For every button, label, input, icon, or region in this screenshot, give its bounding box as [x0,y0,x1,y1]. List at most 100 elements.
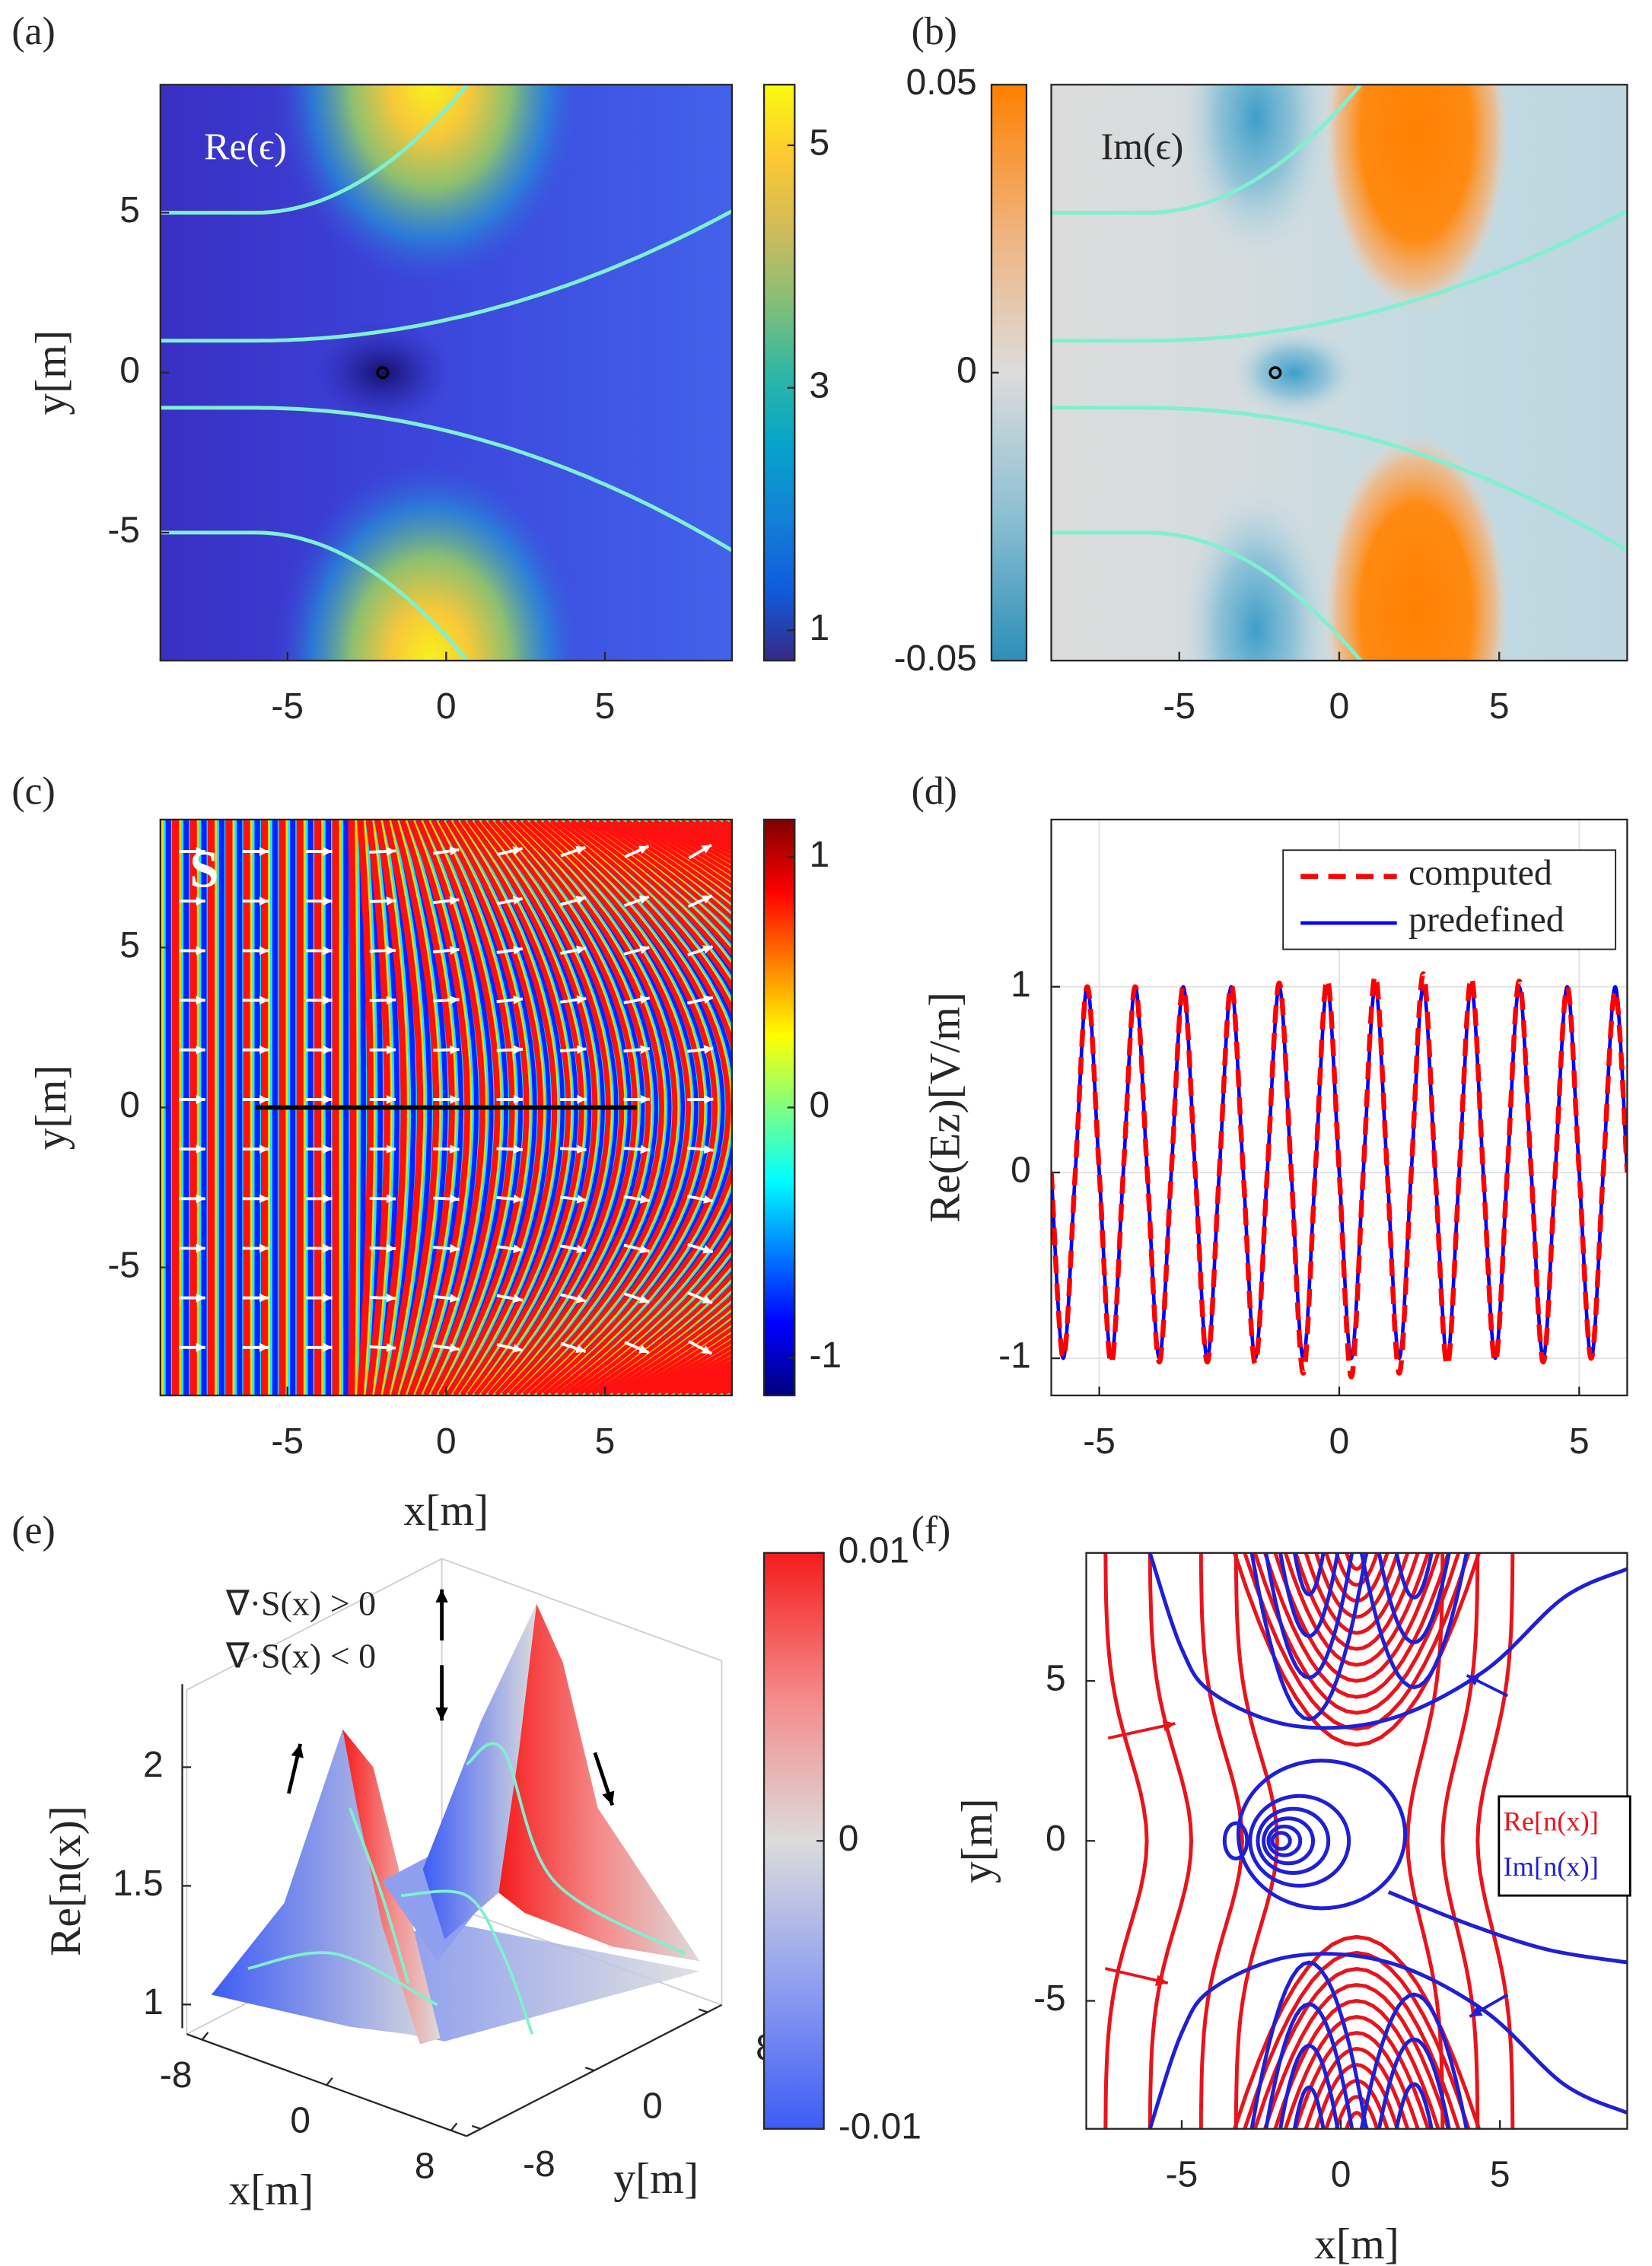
contour-loop [1270,1831,1292,1851]
arrow-head [702,1295,713,1303]
arrow-head [512,1294,523,1303]
streamline [1051,84,1364,215]
arrow-head [577,1094,587,1104]
contour-line [1278,2043,1340,2129]
legend-box [1498,1795,1631,1897]
arrow-head [386,1343,396,1352]
x-tick-label: -5 [1083,1421,1116,1462]
contour-line [1263,1983,1450,2129]
arrow-head [1466,1675,1480,1686]
panel-label: (b) [912,10,957,53]
wavefront [823,820,1266,1396]
arrow-head [196,1045,205,1055]
contour-line [1294,1552,1420,1651]
contour-line [1147,1952,1628,2129]
arrow-head [640,1094,651,1104]
wavefront [508,820,654,1396]
x-tick-label: 0 [1329,1421,1350,1462]
surface-contour [349,1807,410,1984]
y-tick-label: 5 [119,925,140,966]
surface-contour [247,1951,438,2007]
wavefront [802,820,1219,1396]
contour-line [1278,1552,1340,1638]
wavefront [588,820,732,1396]
wavefront [590,820,732,1396]
arrow-head [639,945,650,954]
legend-label: Im[n(x)] [1504,1851,1599,1882]
panel-label: (c) [11,769,55,813]
colorbar [762,1552,825,2130]
arrow-head [196,946,205,956]
z-tick-label: 1 [143,1982,164,2023]
x-tick-label: 8 [415,2146,435,2186]
x-tick-label: 5 [1569,1421,1590,1462]
panel-label: (f) [912,1509,951,1552]
y-tick-label: 0 [119,350,140,390]
arrow-head [513,1194,523,1204]
y-tick-label: 0 [1046,1819,1066,1859]
plot-area [160,84,732,661]
x-tick-label: -8 [160,2055,193,2096]
arrow-head [386,995,396,1005]
contour-line [1198,1552,1244,2129]
y-tick-label: -8 [523,2144,555,2185]
wavefront [796,820,1213,1396]
wavefront [850,820,1319,1396]
panel-label: (a) [11,10,55,53]
x-tick-label: 0 [1331,2155,1351,2195]
x-tick-label: 5 [595,1421,616,1462]
arrow-head [386,1194,396,1204]
heatmap-blob [1179,84,1333,261]
heatmap-blob [271,84,590,291]
arrow-head [323,1194,333,1204]
arrow-head [450,995,460,1005]
wavefront [529,820,707,1396]
colorbar-tick-label: -0.05 [894,638,977,679]
wavefront [543,820,732,1396]
y-tick-label: -5 [107,1245,140,1285]
arrow-head [386,1045,396,1055]
wavefront [789,820,1200,1396]
wavefront [508,820,667,1396]
contour-line [1263,1552,1450,1699]
z-axis-label: Re[n(x)] [42,1806,90,1956]
contour-line [1359,1552,1469,1690]
arrow-head [259,1144,269,1154]
contour-line [1334,1552,1380,1587]
arrow-head [703,1195,714,1204]
legend-box [1282,849,1617,950]
wavefront [840,820,1303,1396]
z-tick-label: 2 [143,1745,164,1785]
y-tick [584,2067,595,2072]
wavefront [549,820,732,1396]
y-tick-label: 0 [1011,1151,1031,1191]
arrow-head [259,1243,269,1253]
arrow-head [196,1194,205,1204]
contour-line [1253,1967,1461,2129]
x-axis-label: x[m] [403,1487,489,1535]
plot-frame [159,818,734,1397]
arrow-head [639,1244,650,1254]
colorbar [762,84,796,662]
arrow-head [323,1045,333,1055]
annotation: Im(ϵ) [1101,126,1184,167]
wavefront [774,820,1172,1396]
wavefront [561,820,732,1396]
arrow-head [259,896,269,906]
arrow-head [639,1195,650,1204]
contour-loop [1256,1806,1331,1875]
x-tick [201,2032,209,2041]
x-tick-label: 0 [436,1421,457,1462]
arrow-head [638,1345,649,1354]
wavefront [528,820,695,1396]
contour-line [1253,1552,1461,1715]
arrow-head [449,1244,460,1253]
wavefront [785,820,1196,1396]
contour-line [1292,1552,1326,1597]
y-tick-label: -5 [1033,1978,1066,2019]
x-tick-label: 0 [290,2101,310,2141]
colorbar-tick-label: -0.01 [839,2106,921,2147]
contour-line [1283,1552,1431,1667]
x-tick-label: 0 [436,686,457,727]
wavefront [816,820,1246,1396]
